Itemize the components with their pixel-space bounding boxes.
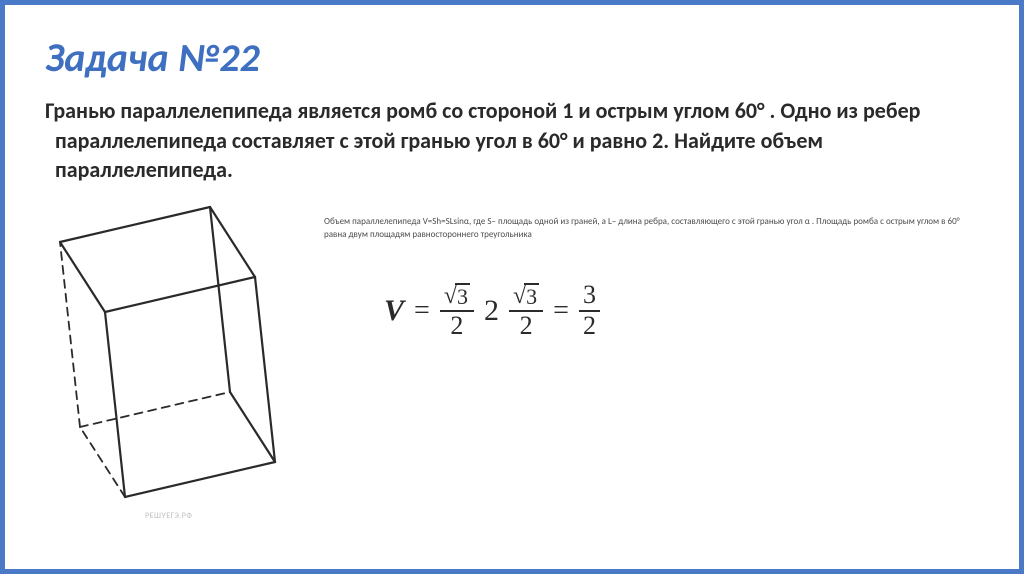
sqrt-2: √ 3	[513, 283, 539, 309]
fraction-2: √ 3 2	[509, 281, 543, 340]
fraction-1: √ 3 2	[440, 281, 474, 340]
content-row: РЕШУЕГЭ.РФ Объем параллелепипеда V=Sh=SL…	[45, 197, 979, 521]
equals-2: =	[553, 295, 569, 327]
formula-lhs: V	[384, 294, 404, 328]
sqrt-1: √ 3	[444, 283, 470, 309]
volume-formula: V = √ 3 2 2 √ 3 2	[384, 281, 979, 340]
task-title: Задача №22	[45, 33, 979, 82]
equals-1: =	[414, 295, 430, 327]
solution-note: Объем параллелепипеда V=Sh=SLsinα, где S…	[324, 215, 979, 241]
watermark: РЕШУЕГЭ.РФ	[145, 511, 310, 521]
middle-coeff: 2	[484, 294, 499, 328]
solution-column: Объем параллелепипеда V=Sh=SLsinα, где S…	[324, 197, 979, 340]
fraction-result: 3 2	[579, 281, 600, 340]
problem-text: Гранью параллелепипеда является ромб со …	[45, 96, 979, 185]
parallelepiped-figure: РЕШУЕГЭ.РФ	[45, 197, 310, 521]
